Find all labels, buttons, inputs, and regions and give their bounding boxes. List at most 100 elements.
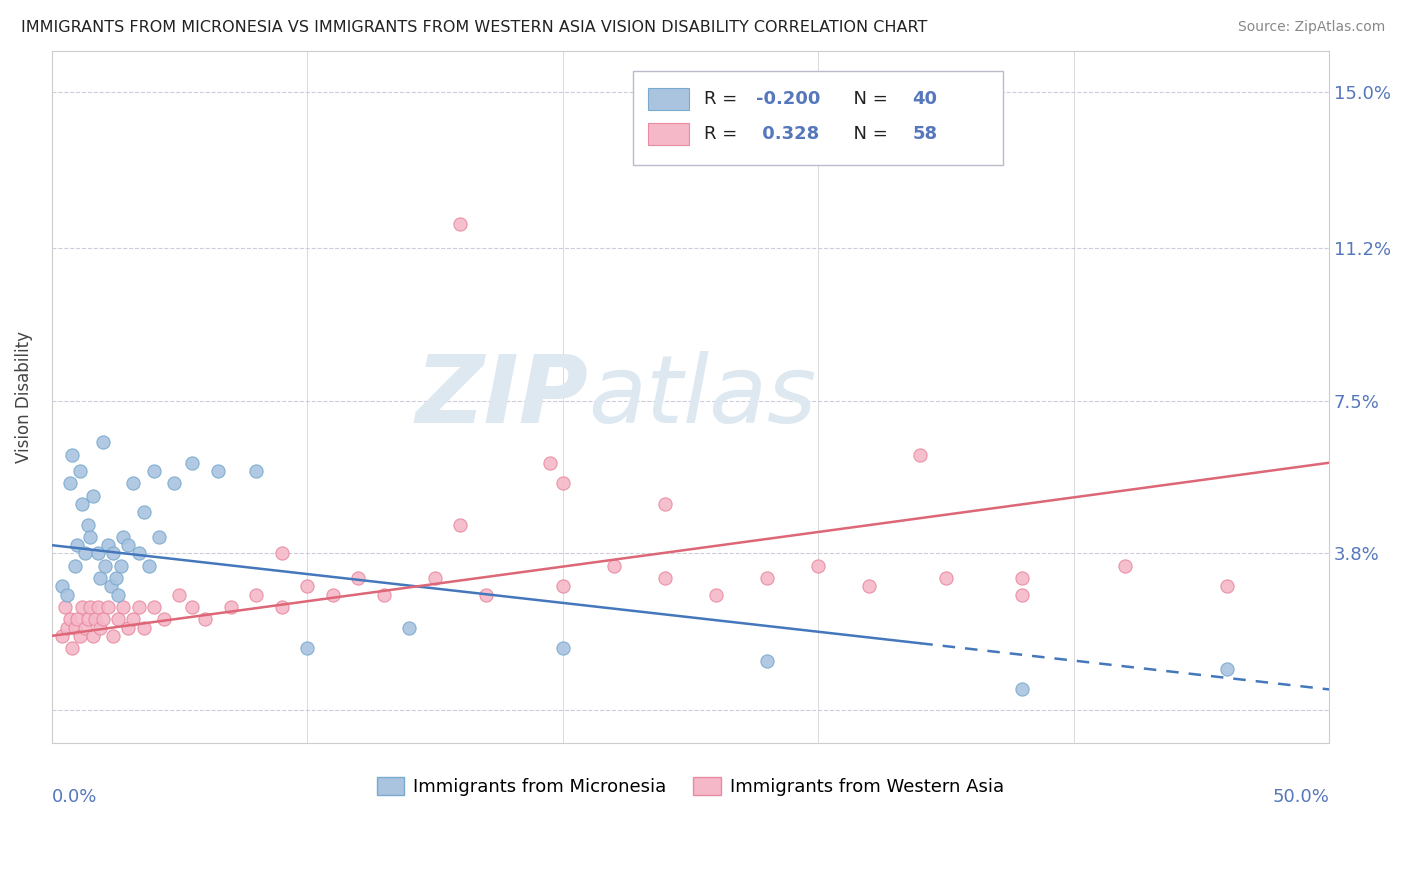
Point <box>63 621 86 635</box>
Text: 40: 40 <box>912 90 938 108</box>
Point <box>122 476 145 491</box>
Point <box>132 621 155 635</box>
FancyBboxPatch shape <box>633 71 1004 165</box>
Point <box>97 538 120 552</box>
Point <box>450 517 472 532</box>
Point <box>704 588 727 602</box>
Point <box>551 579 574 593</box>
Point <box>79 599 101 614</box>
Text: IMMIGRANTS FROM MICRONESIA VS IMMIGRANTS FROM WESTERN ASIA VISION DISABILITY COR: IMMIGRANTS FROM MICRONESIA VS IMMIGRANTS… <box>21 20 928 35</box>
Point <box>101 546 124 560</box>
Text: 58: 58 <box>912 125 938 143</box>
Point <box>66 612 89 626</box>
Point <box>60 641 83 656</box>
Point <box>475 588 498 602</box>
Point <box>295 579 318 593</box>
Point <box>181 456 204 470</box>
Point <box>551 641 574 656</box>
Point <box>138 558 160 573</box>
Point <box>69 629 91 643</box>
Point <box>84 612 107 626</box>
Point <box>423 571 446 585</box>
Point <box>82 629 104 643</box>
Point <box>53 599 76 614</box>
Point <box>51 579 73 593</box>
Point <box>132 505 155 519</box>
Point <box>76 517 98 532</box>
Point <box>142 599 165 614</box>
Legend: Immigrants from Micronesia, Immigrants from Western Asia: Immigrants from Micronesia, Immigrants f… <box>370 770 1011 803</box>
Point <box>935 571 957 585</box>
Text: N =: N = <box>842 90 894 108</box>
Point <box>51 629 73 643</box>
Point <box>91 435 114 450</box>
Text: 50.0%: 50.0% <box>1272 788 1329 806</box>
Point <box>181 599 204 614</box>
Point <box>245 464 267 478</box>
Point <box>1216 579 1239 593</box>
Point <box>756 654 779 668</box>
Point <box>94 558 117 573</box>
Point <box>87 546 110 560</box>
Text: 0.0%: 0.0% <box>52 788 97 806</box>
Point <box>100 579 122 593</box>
Point <box>76 612 98 626</box>
Point <box>112 530 135 544</box>
Point <box>101 629 124 643</box>
Point <box>756 571 779 585</box>
Point <box>110 558 132 573</box>
Point <box>82 489 104 503</box>
Point <box>295 641 318 656</box>
Point <box>245 588 267 602</box>
Point <box>63 558 86 573</box>
Text: R =: R = <box>704 90 744 108</box>
Point <box>322 588 344 602</box>
Point <box>89 621 111 635</box>
Point <box>910 448 932 462</box>
Point <box>163 476 186 491</box>
Point <box>87 599 110 614</box>
Point <box>807 558 830 573</box>
Point <box>270 546 292 560</box>
Point <box>59 476 82 491</box>
Point <box>142 464 165 478</box>
Point <box>56 588 79 602</box>
Point <box>117 538 139 552</box>
Point <box>128 599 150 614</box>
Point <box>398 621 420 635</box>
Point <box>654 571 676 585</box>
Point <box>194 612 217 626</box>
Point <box>654 497 676 511</box>
Point <box>1216 662 1239 676</box>
Point <box>270 599 292 614</box>
Point <box>153 612 176 626</box>
Text: ZIP: ZIP <box>415 351 588 442</box>
Point <box>97 599 120 614</box>
Point <box>219 599 242 614</box>
Point <box>59 612 82 626</box>
Point <box>91 612 114 626</box>
Point <box>603 558 626 573</box>
Point <box>73 546 96 560</box>
Text: Source: ZipAtlas.com: Source: ZipAtlas.com <box>1237 20 1385 34</box>
Point <box>551 476 574 491</box>
Text: 0.328: 0.328 <box>755 125 818 143</box>
FancyBboxPatch shape <box>648 88 689 111</box>
Point <box>373 588 395 602</box>
Point <box>1011 571 1033 585</box>
Point <box>72 599 94 614</box>
FancyBboxPatch shape <box>648 123 689 145</box>
Y-axis label: Vision Disability: Vision Disability <box>15 331 32 463</box>
Point <box>104 571 127 585</box>
Text: atlas: atlas <box>588 351 817 442</box>
Point <box>347 571 370 585</box>
Text: -0.200: -0.200 <box>755 90 820 108</box>
Point <box>79 530 101 544</box>
Point <box>148 530 170 544</box>
Point <box>89 571 111 585</box>
Point <box>66 538 89 552</box>
Point <box>69 464 91 478</box>
Point <box>72 497 94 511</box>
Point <box>73 621 96 635</box>
Point <box>169 588 191 602</box>
